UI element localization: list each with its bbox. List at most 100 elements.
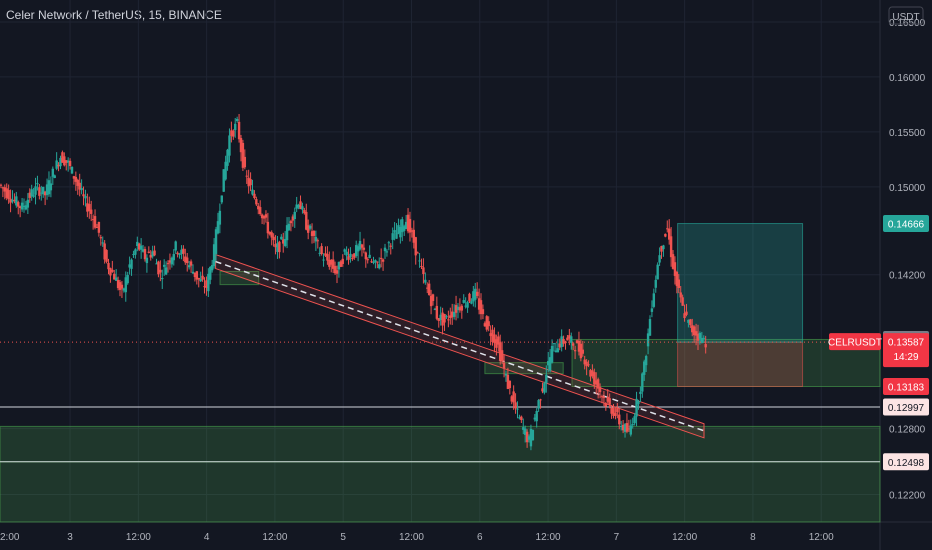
symbol-tag-label: CELRUSDT <box>828 338 882 349</box>
candle-body <box>643 361 646 375</box>
candle-body <box>266 221 270 234</box>
candle-body <box>209 266 212 280</box>
candle-body <box>201 275 204 280</box>
candle-body <box>26 199 30 208</box>
candle-body <box>11 199 14 202</box>
candle-body <box>452 311 456 317</box>
zone-green <box>0 461 881 523</box>
candle-body <box>320 246 323 255</box>
candle-body <box>161 277 164 280</box>
candle-body <box>689 319 692 325</box>
candle-body <box>424 279 427 283</box>
trend-channel <box>215 253 705 439</box>
candle-body <box>660 246 663 252</box>
time-axis[interactable]: 2:00 3 12:00 4 12:00 5 12:00 6 12:00 7 12:00 8 12:00 <box>0 532 834 543</box>
candle-body <box>339 261 343 267</box>
candle-body <box>429 295 433 307</box>
candle-body <box>437 318 440 321</box>
candle-body <box>704 344 707 348</box>
candle-body <box>589 370 592 377</box>
candle-body <box>182 248 185 254</box>
candle-body <box>186 257 189 264</box>
candle-body <box>458 307 462 311</box>
candle-body <box>1 187 5 189</box>
candle-body <box>581 349 584 354</box>
zone-green <box>484 362 564 375</box>
candle-body <box>235 118 239 122</box>
candle-body <box>157 261 160 275</box>
x-tick-label: 12:00 <box>809 532 834 543</box>
candle-body <box>591 370 594 377</box>
candle-body <box>662 245 665 250</box>
candle-body <box>113 273 116 280</box>
candle-body <box>136 241 139 246</box>
x-tick-label: 4 <box>204 532 210 543</box>
candle-body <box>468 293 471 302</box>
x-tick-label: 3 <box>67 532 73 543</box>
candle-body <box>330 259 333 265</box>
candle-body <box>166 263 170 265</box>
candle-body <box>447 319 450 321</box>
candle-body <box>203 286 206 288</box>
candle-body <box>63 156 66 166</box>
candle-body <box>571 343 575 346</box>
candle-body <box>34 186 37 195</box>
candle-body <box>141 249 145 252</box>
candle-body <box>134 249 137 255</box>
candle-body <box>111 269 114 272</box>
candle-body <box>174 241 177 251</box>
candle-body <box>404 221 408 229</box>
candle-body <box>583 359 586 365</box>
candle-body <box>506 374 510 389</box>
candle-body <box>162 264 166 267</box>
candle-body <box>24 205 28 210</box>
zone-teal <box>677 223 804 343</box>
candle-body <box>441 312 444 326</box>
candles <box>0 114 707 451</box>
candle-body <box>418 260 421 262</box>
candle-body <box>333 265 337 274</box>
candle-body <box>475 291 479 296</box>
candle-body <box>621 424 625 431</box>
candle-body <box>120 284 124 289</box>
candle-body <box>575 340 579 344</box>
candle-body <box>508 380 512 389</box>
candle-body <box>308 225 312 229</box>
candle-body <box>328 259 331 267</box>
candle-body <box>558 343 561 348</box>
candle-body <box>439 314 442 321</box>
candle-body <box>360 244 364 248</box>
candle-body <box>86 203 89 212</box>
horizontal-lines <box>0 406 880 463</box>
candle-body <box>547 361 550 366</box>
candle-body <box>228 135 231 156</box>
candle-body <box>353 253 356 258</box>
candle-body <box>349 253 352 258</box>
zones <box>0 223 881 523</box>
candle-body <box>22 205 26 207</box>
candle-body <box>641 373 644 392</box>
candle-body <box>406 214 410 232</box>
candle-body <box>595 380 598 385</box>
candle-body <box>504 374 508 376</box>
price-tag-label: 0.13587 <box>888 338 925 349</box>
candle-body <box>673 262 677 276</box>
candle-body <box>648 319 652 336</box>
price-tag-label: 0.12498 <box>888 458 925 469</box>
price-axis[interactable]: 0.16500 0.16000 0.15500 0.15000 0.14200 0.128… <box>888 6 926 502</box>
candle-body <box>435 305 439 319</box>
candle-body <box>178 253 181 255</box>
candle-body <box>105 250 108 262</box>
candle-body <box>376 261 379 263</box>
candle-body <box>195 271 199 280</box>
candle-body <box>600 396 604 398</box>
candle-body <box>598 386 602 393</box>
candle-body <box>650 308 654 312</box>
candle-body <box>456 306 460 311</box>
candle-body <box>70 166 74 174</box>
candle-body <box>568 335 571 339</box>
candle-body <box>566 337 569 341</box>
candle-body <box>341 258 344 264</box>
candle-body <box>184 256 187 263</box>
